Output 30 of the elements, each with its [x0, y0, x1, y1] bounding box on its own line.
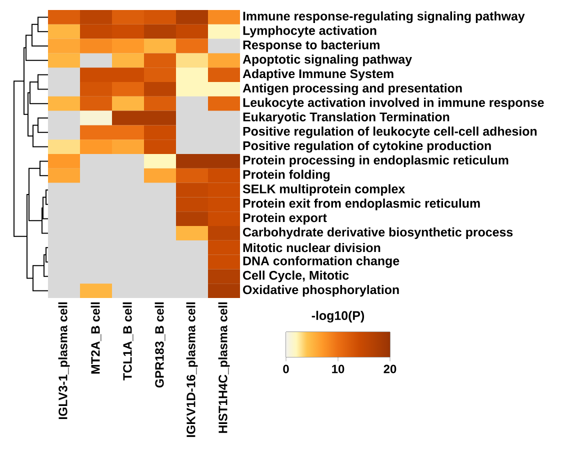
- x-tick-label: GPR183_B cell: [154, 302, 166, 388]
- color-bar-title: -log10(P): [312, 310, 364, 323]
- y-tick-label: Protein folding: [243, 170, 330, 182]
- y-tick-label: Immune response-regulating signaling pathway: [243, 11, 525, 24]
- y-tick-label: Response to bacterium: [243, 40, 380, 52]
- y-tick-label: DNA conformation change: [243, 256, 400, 268]
- x-tick-label: TCL1A_B cell: [122, 302, 134, 380]
- x-tick-label: IGLV3-1_plasma cell: [58, 302, 70, 419]
- y-tick-label: Protein export: [243, 212, 327, 225]
- y-tick-label: Protein exit from endoplasmic reticulum: [243, 198, 480, 210]
- y-tick-label: Positive regulation of cytokine production: [243, 140, 491, 153]
- y-tick-label: Leukocyte activation involved in immune response: [243, 98, 544, 110]
- color-bar-label: 20: [384, 364, 396, 374]
- y-tick-label: Oxidative phosphorylation: [243, 284, 399, 297]
- y-tick-label: Lymphocyte activation: [243, 26, 376, 38]
- y-tick-label: Protein processing in endoplasmic reticulum: [243, 155, 508, 168]
- y-tick-label: Mitotic nuclear division: [243, 243, 380, 252]
- y-tick-label: Adaptive Immune System: [242, 68, 394, 81]
- color-bar-label: 0: [283, 364, 289, 374]
- color-bar-label: 10: [332, 364, 344, 374]
- y-tick-label: Positive regulation of leukocyte cell-cell adhesion: [243, 126, 537, 138]
- x-tick-label: IGKV1D-16_plasma cell: [186, 302, 198, 437]
- y-tick-label: Apoptotic signaling pathway: [242, 54, 412, 66]
- x-tick-label: HIST1H4C_plasma cell: [218, 302, 230, 433]
- y-tick-label: Cell Cycle, Mitotic: [243, 270, 349, 282]
- y-tick-label: Carbohydrate derivative biosynthetic process: [243, 227, 513, 239]
- y-tick-label: Antigen processing and presentation: [242, 83, 462, 96]
- y-tick-label: SELK multiprotein complex: [242, 184, 406, 196]
- y-tick-label: Eukaryotic Translation Termination: [243, 112, 450, 124]
- x-tick-label: MT2A_B cell: [90, 302, 102, 374]
